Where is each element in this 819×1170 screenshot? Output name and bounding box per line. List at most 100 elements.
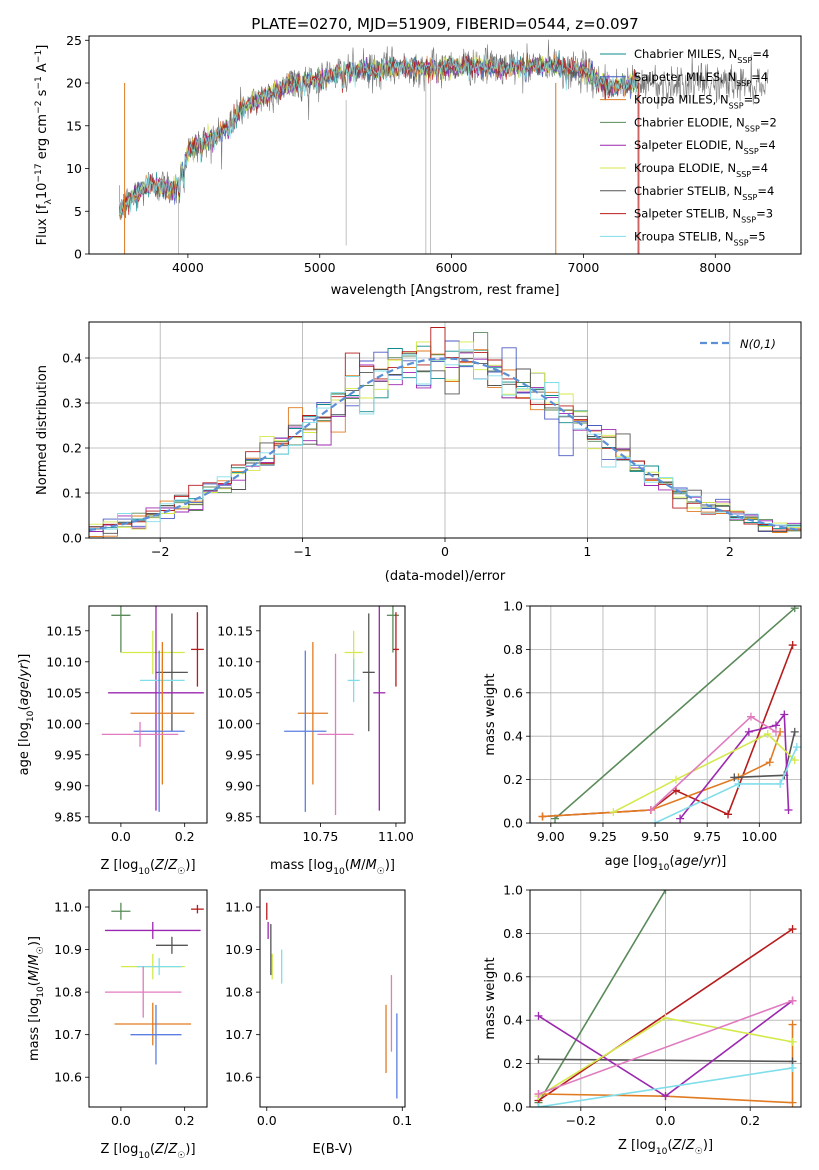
y-tick-label: 0.0 [62,531,82,546]
weight-marker [765,758,774,767]
x-tick-label: −2 [151,544,169,559]
errorbar-5 [347,658,360,703]
weight-marker [790,756,799,765]
y-tick-label: 10.6 [54,1070,82,1085]
weight-marker [788,1063,797,1072]
y-tick-label: 9.95 [225,747,253,762]
errorbar-2 [392,612,399,687]
errorbar-7 [284,650,327,812]
plot-area [284,606,399,815]
errorbar-5 [136,958,182,976]
y-tick-label: 9.85 [54,809,82,824]
y-tick-label: 10.15 [46,623,82,638]
x-tick-label: 4000 [172,260,204,275]
y-tick-label: 10.05 [46,685,82,700]
y-axis-label: age [log10(age/yr)] [17,654,36,776]
legend-entry-6: Chabrier STELIB, NSSP=4 [634,184,774,202]
x-tick-label: 0 [441,544,449,559]
errorbar-3 [155,936,188,954]
weight-marker [534,1055,543,1064]
weight-line-0 [537,890,667,1104]
x-tick-label: 9.25 [589,829,617,844]
y-tick-label: 9.85 [225,809,253,824]
plot-area [104,902,204,1065]
legend-entry-7: Salpeter STELIB, NSSP=3 [634,207,773,225]
y-tick-label: 9.90 [54,778,82,793]
chart-title: PLATE=0270, MJD=51909, FIBERID=0544, z=0… [251,15,638,33]
x-axis-label: (data-model)/error [385,569,506,584]
y-tick-label: 0.8 [503,642,523,657]
errorbar-2 [191,612,204,687]
plot-area [118,39,769,254]
y-tick-label: 10.6 [225,1070,253,1085]
weight-marker [671,786,680,795]
x-tick-label: 10.00 [741,829,777,844]
weight-marker [734,779,743,788]
y-tick-label: 10.15 [217,623,253,638]
y-tick-label: 0.2 [62,441,82,456]
histogram-6 [89,352,801,534]
weight-line-5 [613,733,796,813]
x-axis-label: E(B-V) [312,1142,352,1157]
errorbar-1 [120,630,185,675]
y-axis-label: mass weight [483,957,498,1039]
errorbar-7 [133,650,185,812]
chart-1: −2 −1 0 1 2 0.0 0.1 0.2 0.3 0.4 (data-model)/error… [35,321,802,584]
x-tick-label: 0.0 [656,1113,676,1128]
y-tick-label: 10.05 [217,685,253,700]
weight-marker [724,810,733,819]
y-tick-label: 10.8 [54,985,82,1000]
weight-marker [534,1103,543,1107]
y-tick-label: 10.00 [217,716,253,731]
y-tick-label: 25 [66,33,82,48]
x-tick-label: 10.75 [303,829,339,844]
y-tick-label: 20 [66,76,82,91]
weight-marker [676,814,685,823]
x-tick-label: 9.50 [641,829,669,844]
weight-marker [788,641,797,650]
y-axis-label: mass [log10(M/M☉)] [27,936,46,1061]
x-tick-label: 1 [583,544,591,559]
x-axis-label: mass [log10(M/M☉)] [270,858,395,877]
y-tick-label: 0.3 [62,396,82,411]
weight-marker [671,775,680,784]
y-tick-label: 0.0 [503,816,523,831]
y-tick-label: 10.10 [46,654,82,669]
x-tick-label: −0.2 [566,1113,596,1128]
errorbar-6 [297,641,328,785]
weight-marker [788,996,797,1005]
weight-marker [792,743,801,752]
plot-area [89,327,801,538]
y-tick-label: 0.8 [503,926,523,941]
plot-area [101,606,204,812]
x-tick-label: 7000 [568,260,600,275]
y-axis-label: Normed distribution [35,365,50,495]
weight-marker [534,1089,543,1098]
plot-area [534,890,797,1107]
y-tick-label: 10.00 [46,716,82,731]
chart-7: −0.2 0.0 0.2 0.0 0.2 0.4 0.6 0.8 1.0 Z [log10(Z/Z… [483,883,802,1157]
x-tick-label: 6000 [436,260,468,275]
weight-marker [534,1011,543,1020]
weight-line-0 [554,607,796,820]
y-tick-label: 10.7 [54,1027,82,1042]
weight-marker [744,727,753,736]
model-spectrum-1 [118,56,639,215]
weight-marker [651,819,660,823]
x-tick-label: 9.00 [537,829,565,844]
y-tick-label: 10.10 [217,654,253,669]
errorbar-6 [130,641,195,785]
y-tick-label: 10 [66,161,82,176]
axes-frame [88,321,802,539]
x-tick-label: 0.2 [175,829,195,844]
plot-area [266,902,398,1099]
model-spectrum-6 [118,52,639,214]
y-tick-label: 0.0 [503,1100,523,1115]
weight-marker [763,730,772,739]
y-tick-label: 15 [66,118,82,133]
plot-area [538,606,801,823]
y-tick-label: 1.0 [503,883,523,898]
x-tick-label: 2 [726,544,734,559]
weight-marker [646,805,655,814]
